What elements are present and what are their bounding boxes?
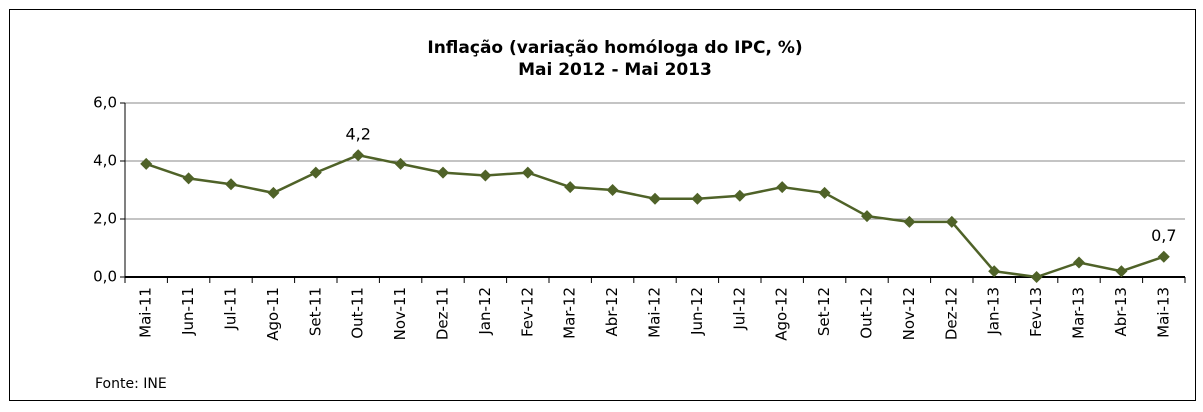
data-point [691,192,704,205]
data-point [988,265,1001,278]
data-point [352,149,365,162]
x-tick-label: Jul-11 [222,287,240,331]
y-tick-label: 4,0 [93,152,117,170]
data-point [733,189,746,202]
data-point [140,157,153,170]
x-tick-label: Mar-13 [1070,287,1088,339]
data-point [309,166,322,179]
data-point [861,210,873,223]
x-tick-label: Ago-12 [773,287,791,341]
x-tick-label: Abr-13 [1112,287,1130,337]
y-tick-label: 0,0 [93,268,117,286]
x-tick-label: Mai-11 [137,287,155,338]
data-point [394,157,407,170]
data-point [649,192,661,205]
data-point [225,178,237,191]
x-tick-label: Nov-11 [391,287,409,340]
data-point [564,181,577,194]
data-point [437,166,449,179]
data-point [818,186,831,199]
x-tick-label: Out-11 [349,287,367,339]
x-tick-label: Fev-12 [518,287,536,337]
data-point [182,172,195,185]
data-point [267,186,280,199]
x-tick-label: Nov-12 [900,287,918,340]
y-tick-label: 6,0 [93,94,117,112]
x-tick-label: Out-12 [858,287,876,339]
chart-title: Inflação (variação homóloga do IPC, %) [427,38,802,58]
x-tick-label: Jun-12 [688,287,706,336]
x-tick-label: Mai-13 [1154,287,1172,338]
chart-border [9,9,1196,401]
data-point [903,215,916,228]
data-point [606,184,619,196]
data-point [1157,250,1170,263]
x-tick-label: Ago-11 [264,287,282,341]
y-tick-label: 2,0 [93,210,117,228]
x-tick-label: Jan-12 [476,287,494,336]
source-note: Fonte: INE [95,376,167,392]
data-point [479,169,492,182]
data-point [776,181,789,194]
x-tick-label: Set-11 [306,287,324,336]
x-tick-label: Mai-12 [646,287,664,338]
x-tick-label: Abr-12 [603,287,621,337]
x-tick-label: Jun-11 [179,287,197,336]
data-label: 4,2 [345,125,370,144]
chart-subtitle: Mai 2012 - Mai 2013 [518,60,712,80]
x-tick-label: Set-12 [815,287,833,336]
data-label: 0,7 [1151,226,1176,245]
data-point [521,166,534,179]
data-point [945,215,958,228]
x-tick-label: Dez-11 [434,287,452,340]
x-tick-label: Fev-13 [1027,287,1045,337]
data-point [1073,256,1085,269]
x-tick-label: Jul-12 [730,287,748,331]
x-tick-label: Jan-13 [985,287,1003,336]
data-point [1115,265,1128,278]
data-point [1030,271,1043,283]
x-tick-label: Dez-12 [942,287,960,340]
x-tick-label: Mar-12 [561,287,579,339]
